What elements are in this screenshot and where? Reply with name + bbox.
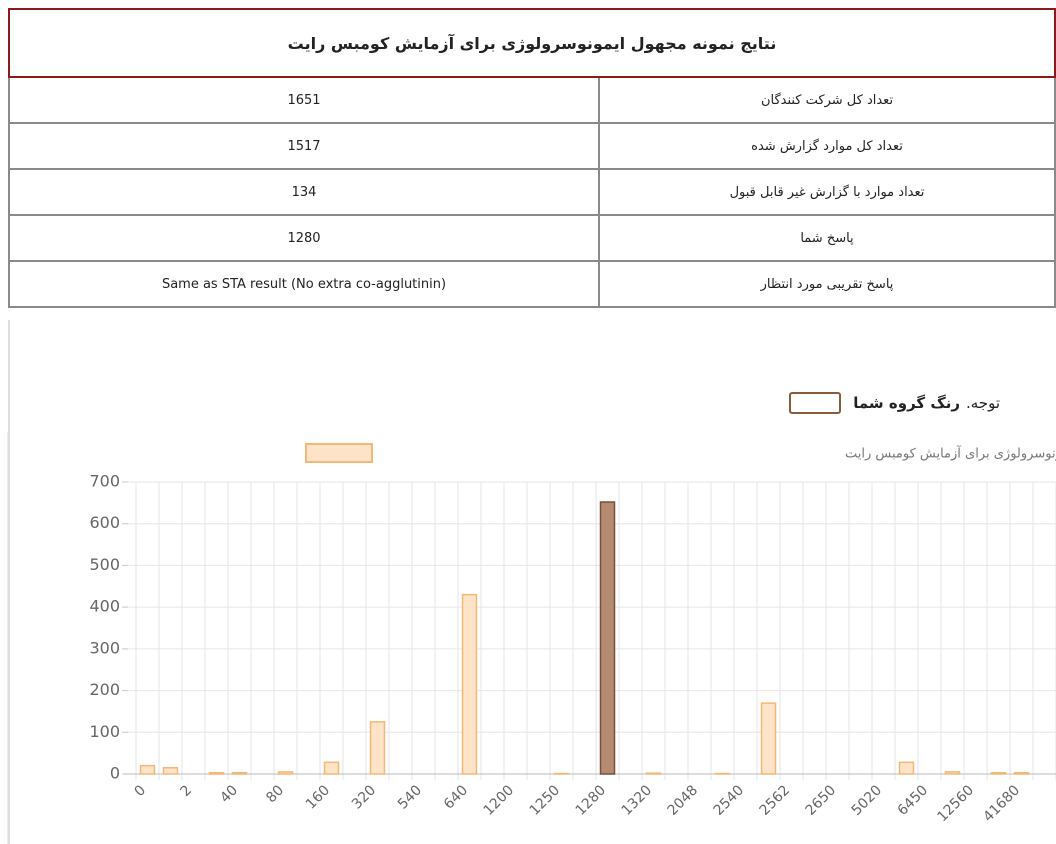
x-tick-label: 1250 bbox=[527, 782, 564, 819]
x-tick-label: 41680 bbox=[980, 782, 1023, 825]
bar bbox=[162, 766, 179, 775]
bar bbox=[599, 501, 616, 775]
note: توجه. رنگ گروه شما bbox=[789, 392, 1000, 414]
y-tick-label: 0 bbox=[110, 764, 120, 783]
bar bbox=[277, 771, 294, 775]
legend-label: نتایج نمونه مجهول ایمونوسرولوژی برای آزم… bbox=[845, 445, 1056, 462]
x-tick-label: 12560 bbox=[934, 782, 977, 825]
x-tick-label: 6450 bbox=[895, 782, 932, 819]
x-tick-label: 320 bbox=[349, 782, 379, 812]
x-tick-label: 2048 bbox=[665, 782, 702, 819]
x-tick-label: 1200 bbox=[481, 782, 518, 819]
x-tick-label: 0 bbox=[132, 782, 150, 800]
row-value: 1517 bbox=[8, 122, 600, 170]
x-tick-label: 640 bbox=[441, 782, 471, 812]
bar bbox=[323, 761, 340, 775]
bar bbox=[369, 721, 386, 775]
note-swatch bbox=[789, 392, 842, 414]
x-tick-label: 5020 bbox=[849, 782, 886, 819]
bar bbox=[645, 772, 662, 775]
y-tick-label: 400 bbox=[89, 597, 120, 616]
row-value: Same as STA result (No extra co-agglutin… bbox=[8, 260, 600, 308]
y-tick-label: 500 bbox=[89, 555, 120, 574]
y-tick-label: 100 bbox=[89, 722, 120, 741]
row-label: تعداد کل موارد گزارش شده bbox=[598, 122, 1056, 170]
row-value: 134 bbox=[8, 168, 600, 216]
x-tick-label: 2562 bbox=[757, 782, 794, 819]
note-prefix: توجه. bbox=[965, 394, 1000, 412]
bar bbox=[898, 761, 915, 775]
row-label: تعداد کل شرکت کنندگان bbox=[598, 76, 1056, 124]
row-value: 1651 bbox=[8, 76, 600, 124]
row-label: پاسخ شما bbox=[598, 214, 1056, 262]
y-tick-label: 200 bbox=[89, 680, 120, 699]
frame-line bbox=[8, 320, 10, 844]
x-tick-label: 2 bbox=[178, 782, 196, 800]
row-label: تعداد موارد با گزارش غیر قابل قبول bbox=[598, 168, 1056, 216]
table-row: 1517 تعداد کل موارد گزارش شده bbox=[8, 122, 1056, 170]
y-tick-label: 300 bbox=[89, 638, 120, 657]
table-row: 134 تعداد موارد با گزارش غیر قابل قبول bbox=[8, 168, 1056, 216]
bar bbox=[231, 771, 248, 775]
bar bbox=[1013, 771, 1030, 775]
bar bbox=[944, 771, 961, 775]
bar bbox=[990, 771, 1007, 775]
row-value: 1280 bbox=[8, 214, 600, 262]
x-tick-label: 80 bbox=[263, 782, 287, 806]
x-tick-label: 2540 bbox=[711, 782, 748, 819]
table-row: 1651 تعداد کل شرکت کنندگان bbox=[8, 76, 1056, 124]
x-tick-label: 160 bbox=[303, 782, 333, 812]
table-row: 1280 پاسخ شما bbox=[8, 214, 1056, 262]
table-title: نتایج نمونه مجهول ایمونوسرولوژی برای آزم… bbox=[8, 8, 1056, 78]
x-tick-label: 1320 bbox=[619, 782, 656, 819]
legend-swatch bbox=[305, 443, 373, 463]
results-table: نتایج نمونه مجهول ایمونوسرولوژی برای آزم… bbox=[8, 8, 1056, 308]
bar bbox=[208, 771, 225, 775]
header-row: نتایج نمونه مجهول ایمونوسرولوژی برای آزم… bbox=[8, 8, 1056, 78]
note-bold: رنگ گروه شما bbox=[853, 394, 960, 412]
y-tick-label: 700 bbox=[89, 472, 120, 491]
bar bbox=[760, 702, 777, 775]
bar bbox=[139, 764, 156, 775]
x-tick-label: 540 bbox=[395, 782, 425, 812]
x-tick-label: 2650 bbox=[803, 782, 840, 819]
table-row: Same as STA result (No extra co-agglutin… bbox=[8, 260, 1056, 308]
row-label: پاسخ تقریبی مورد انتظار bbox=[598, 260, 1056, 308]
y-tick-label: 600 bbox=[89, 513, 120, 532]
bar bbox=[461, 593, 478, 775]
x-tick-label: 1280 bbox=[573, 782, 610, 819]
x-tick-label: 40 bbox=[217, 782, 241, 806]
